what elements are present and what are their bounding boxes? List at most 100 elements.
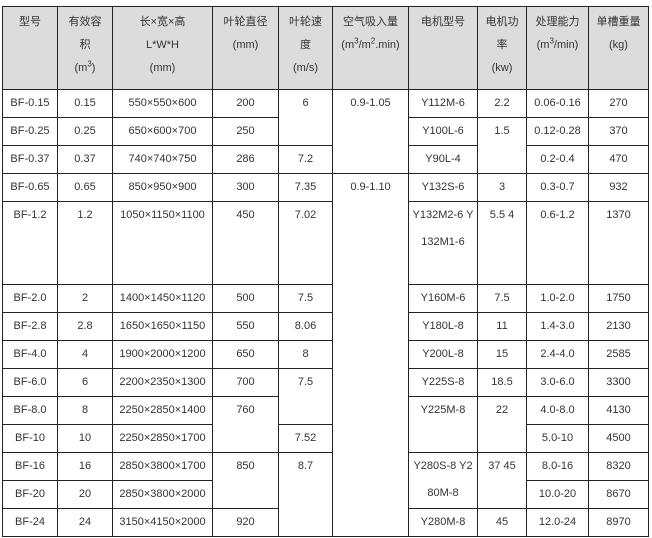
cell-motor: Y132S-6 [408,173,478,202]
cell-wt: 2585 [588,340,649,369]
cell-dia: 850 [212,452,279,509]
cell-dim: 3150×4150×2000 [112,508,213,537]
table-row: BF-16 16 2850×3800×1700 850 8.7 Y280S-8 Y280M… [2,452,649,537]
cell-vol: 0.25 [57,117,113,146]
cell-speed: 8.7 [278,452,333,537]
cell-vol: 10 [57,424,113,453]
header-row: 型号 有效容积 (m3) 长×宽×高 L*W*H (mm) 叶轮直径 (mm) 叶轮速度… [2,6,649,90]
cell-cap: 5.0-10 [526,424,589,453]
table-row: BF-2.8 2.8 1650×1650×1150 550 8.06 Y180L-8 11 1… [2,312,649,341]
cell-vol: 4 [57,340,113,369]
cell-model: BF-6.0 [2,368,58,397]
cell-vol: 0.65 [57,173,113,202]
cell-cap: 0.6-1.2 [526,201,589,285]
cell-speed: 7.5 [278,284,333,313]
cell-wt: 2130 [588,312,649,341]
cell-power: 11 [477,312,527,341]
cell-cap: 0.06-0.16 [526,89,589,118]
header-motor-model: 电机型号 [408,6,478,90]
header-model: 型号 [2,6,58,90]
cell-vol: 6 [57,368,113,397]
cell-wt: 370 [588,117,649,146]
header-air-intake: 空气吸入量 (m3/m2.min) [332,6,409,90]
cell-dim: 2200×2350×1300 [112,368,213,397]
cell-power: 5.5 4 [477,201,527,285]
cell-vol: 2 [57,284,113,313]
header-impeller-speed: 叶轮速度 (m/s) [278,6,333,90]
cell-wt: 1370 [588,201,649,285]
cell-motor: Y225S-8 [408,368,478,397]
cell-vol: 1.2 [57,201,113,285]
cell-power: 22 [477,396,527,453]
header-weight: 单槽重量 (kg) [588,6,649,90]
cell-dia: 920 [212,508,279,537]
cell-power: 15 [477,340,527,369]
cell-power: 2.2 [477,89,527,118]
table-row: BF-2.0 2 1400×1450×1120 500 7.5 Y160M-6 7.5 1.0… [2,284,649,313]
cell-wt: 3300 [588,368,649,397]
cell-dia: 200 [212,89,279,118]
cell-wt: 8970 [588,508,649,537]
cell-dim: 2850×3800×2000 [112,480,213,509]
header-motor-power: 电机功率 (kw) [477,6,527,90]
table-row: BF-0.25 0.25 650×600×700 250 Y100L-6 1.5 0.12-… [2,117,649,174]
cell-speed: 7.5 [278,368,333,425]
cell-wt: 8320 [588,452,649,481]
table-row: BF-1.2 1.2 1050×1150×1100 450 7.02 Y132M2-6 Y… [2,201,649,285]
cell-cap: 12.0-24 [526,508,589,537]
cell-dia: 550 [212,312,279,341]
cell-dim: 550×550×600 [112,89,213,118]
cell-motor: Y200L-8 [408,340,478,369]
header-capacity: 处理能力 (m3/min) [526,6,589,90]
cell-motor: Y280S-8 Y280M-8 [408,452,478,509]
cell-speed: 7.02 [278,201,333,285]
cell-power: 3 [477,173,527,202]
cell-dia: 286 [212,145,279,174]
cell-vol: 24 [57,508,113,537]
cell-model: BF-0.37 [2,145,58,174]
cell-model: BF-10 [2,424,58,453]
cell-cap: 0.2-0.4 [526,145,589,174]
cell-cap: 8.0-16 [526,452,589,481]
cell-model: BF-1.2 [2,201,58,285]
cell-speed: 7.2 [278,145,333,174]
table-row: BF-0.65 0.65 850×950×900 300 7.35 0.9-1.10 Y13… [2,173,649,537]
cell-dia: 760 [212,396,279,453]
cell-wt: 932 [588,173,649,202]
cell-wt: 1750 [588,284,649,313]
cell-dia: 650 [212,340,279,369]
cell-air: 0.9-1.10 [332,173,409,537]
cell-cap: 0.3-0.7 [526,173,589,202]
cell-dim: 740×740×750 [112,145,213,174]
cell-dia: 500 [212,284,279,313]
table-row: BF-0.15 0.15 550×550×600 200 6 0.9-1.05 Y112M-… [2,89,649,174]
cell-dim: 1900×2000×1200 [112,340,213,369]
table-row: BF-10 10 2250×2850×1700 7.52 5.0-10 4500 [2,424,649,453]
cell-vol: 16 [57,452,113,481]
cell-model: BF-0.65 [2,173,58,202]
cell-dim: 2250×2850×1700 [112,424,213,453]
table-row: BF-0.37 0.37 740×740×750 286 7.2 Y90L-4 0.2-0.… [2,145,649,174]
cell-dia: 300 [212,173,279,202]
table-row: BF-6.0 6 2200×2350×1300 700 7.5 Y225S-8 18.5 3.… [2,368,649,425]
spec-table: 型号 有效容积 (m3) 长×宽×高 L*W*H (mm) 叶轮直径 (mm) 叶轮速度… [2,6,649,537]
cell-model: BF-0.25 [2,117,58,146]
cell-model: BF-20 [2,480,58,509]
header-impeller-diameter: 叶轮直径 (mm) [212,6,279,90]
cell-wt: 8670 [588,480,649,509]
cell-power: 18.5 [477,368,527,397]
cell-model: BF-4.0 [2,340,58,369]
cell-speed: 8 [278,340,333,369]
cell-wt: 270 [588,89,649,118]
cell-cap: 10.0-20 [526,480,589,509]
cell-air: 0.9-1.05 [332,89,409,174]
cell-dia: 250 [212,117,279,146]
cell-motor: Y160M-6 [408,284,478,313]
cell-motor: Y100L-6 [408,117,478,146]
cell-model: BF-16 [2,452,58,481]
cell-motor: Y132M2-6 Y132M1-6 [408,201,478,285]
cell-power: 37 45 [477,452,527,509]
cell-dim: 2850×3800×1700 [112,452,213,481]
cell-speed: 7.52 [278,424,333,453]
cell-cap: 0.12-0.28 [526,117,589,146]
